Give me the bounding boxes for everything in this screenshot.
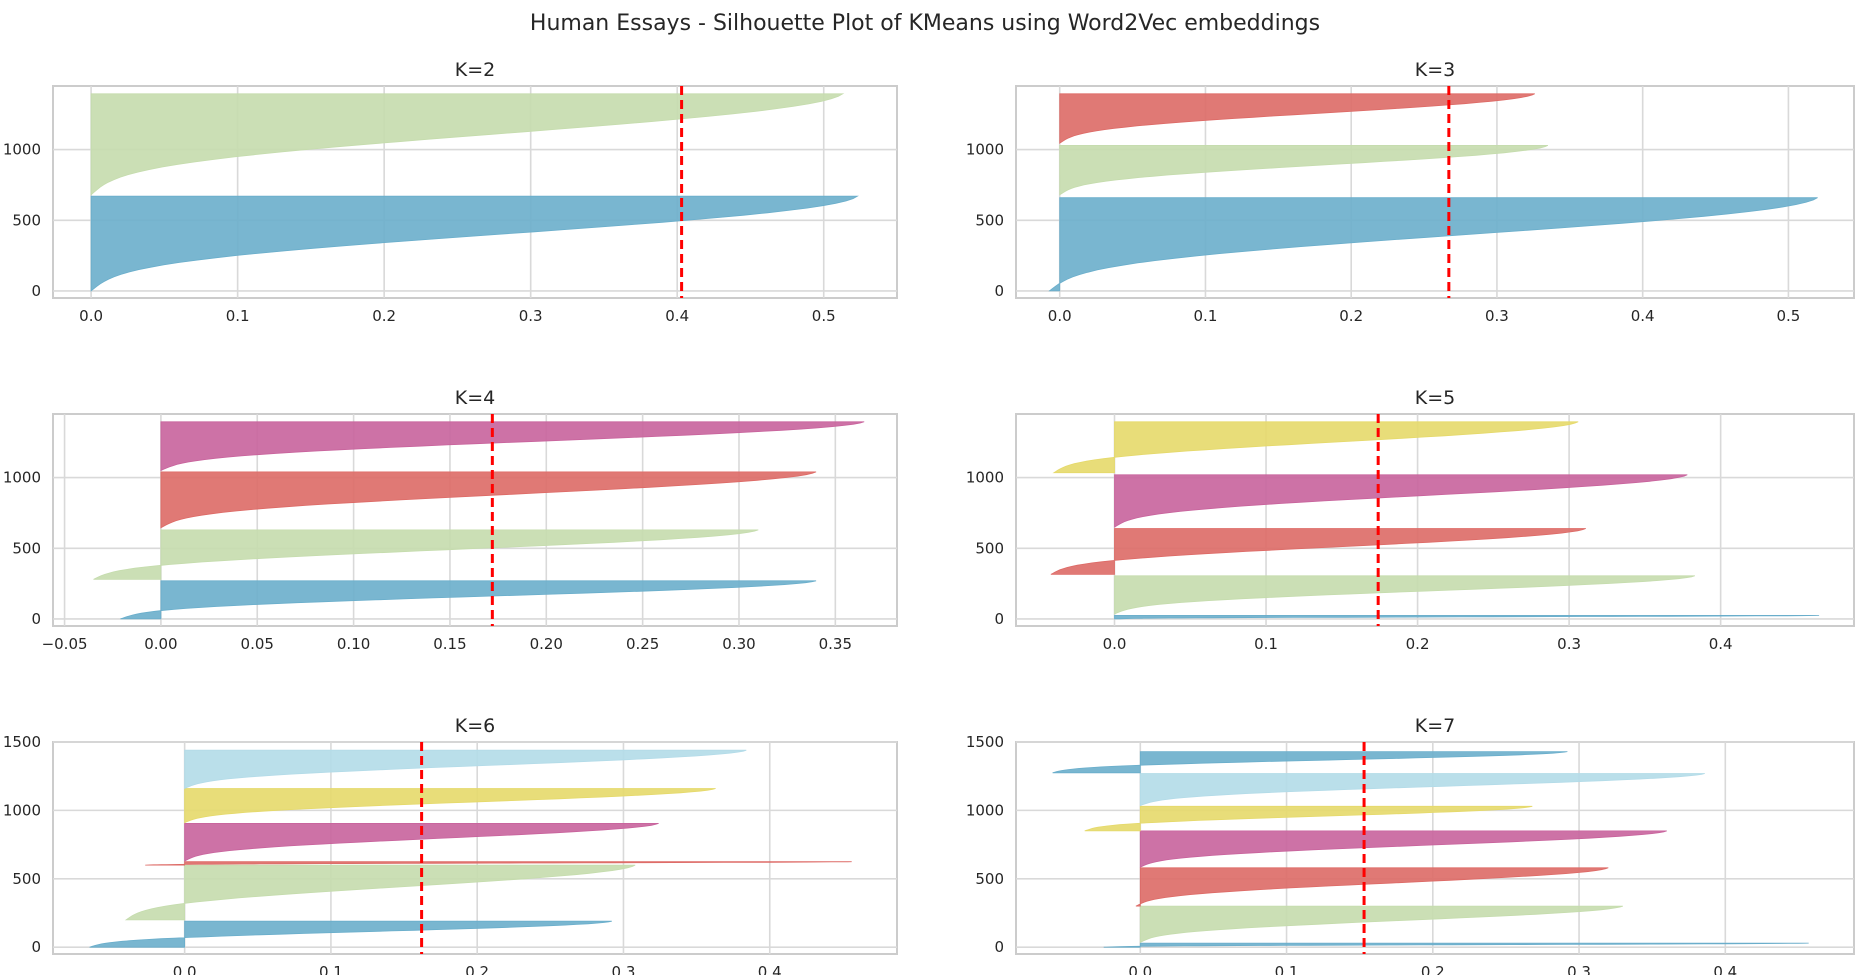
x-tick-label: 0.0 bbox=[1048, 307, 1072, 325]
x-tick-label: 0.3 bbox=[1485, 307, 1509, 325]
subplot-k7: K=7 0.0 0.1 0.2 0.3 0.4 0 500 1000 1500 bbox=[966, 715, 1855, 975]
y-tick-label: 0 bbox=[31, 610, 41, 628]
y-tick-label: 0 bbox=[994, 610, 1004, 628]
x-tick-label: 0.35 bbox=[819, 635, 852, 653]
cluster-band-2 bbox=[124, 864, 636, 921]
x-tick-label: 0.3 bbox=[1557, 635, 1581, 653]
cluster-band-3 bbox=[145, 861, 852, 866]
x-tick-label: 0.3 bbox=[612, 963, 636, 975]
subplot-title: K=7 bbox=[1415, 715, 1455, 737]
x-tick-label: 0.4 bbox=[758, 963, 782, 975]
x-tick-label: 0.3 bbox=[519, 307, 543, 325]
cluster-band-3 bbox=[1059, 93, 1535, 144]
cluster-band-2 bbox=[1139, 905, 1624, 944]
y-tick-label: 500 bbox=[975, 211, 1004, 229]
x-tick-label: 0.15 bbox=[433, 635, 466, 653]
y-tick-label: 1000 bbox=[966, 801, 1004, 819]
x-tick-label: 0.5 bbox=[812, 307, 836, 325]
x-tick-label: 0.1 bbox=[1254, 635, 1278, 653]
cluster-band-1 bbox=[1114, 615, 1820, 620]
x-tick-label: 0.2 bbox=[1421, 963, 1445, 975]
x-tick-label: 0.1 bbox=[226, 307, 250, 325]
cluster-band-4 bbox=[1139, 830, 1667, 868]
subplots-grid: K=2 0.0 0.1 0.2 0.3 0.4 0.5 0 500 1000 K=3 0.0 0.1 0.… bbox=[3, 59, 1855, 975]
y-tick-label: 500 bbox=[12, 870, 41, 888]
cluster-band-2 bbox=[90, 93, 845, 196]
x-tick-label: 0.1 bbox=[319, 963, 343, 975]
x-tick-label: 0.5 bbox=[1776, 307, 1800, 325]
cluster-band-3 bbox=[160, 471, 817, 529]
y-tick-label: 1000 bbox=[966, 141, 1004, 159]
x-tick-label: 0.1 bbox=[1194, 307, 1218, 325]
x-tick-label: 0.2 bbox=[1406, 635, 1430, 653]
x-tick-label: 0.0 bbox=[1128, 963, 1152, 975]
x-tick-label: 0.2 bbox=[465, 963, 489, 975]
x-tick-label: 0.05 bbox=[241, 635, 274, 653]
x-tick-label: 0.4 bbox=[1631, 307, 1655, 325]
y-tick-label: 500 bbox=[975, 870, 1004, 888]
y-tick-label: 1000 bbox=[3, 141, 41, 159]
y-tick-label: 0 bbox=[994, 282, 1004, 300]
cluster-band-6 bbox=[184, 749, 747, 790]
y-tick-label: 1000 bbox=[3, 469, 41, 487]
x-tick-label: 0.20 bbox=[530, 635, 563, 653]
subplot-k5: K=5 0.0 0.1 0.2 0.3 0.4 0 500 1000 bbox=[966, 387, 1855, 653]
cluster-band-5 bbox=[184, 788, 716, 824]
subplot-title: K=3 bbox=[1415, 59, 1455, 81]
cluster-band-3 bbox=[1135, 867, 1609, 907]
cluster-band-1 bbox=[89, 920, 612, 948]
cluster-band-4 bbox=[184, 823, 659, 862]
x-tick-label: 0.1 bbox=[1275, 963, 1299, 975]
x-tick-label: 0.4 bbox=[1713, 963, 1737, 975]
x-tick-label: 0.25 bbox=[626, 635, 659, 653]
cluster-band-1 bbox=[1048, 197, 1818, 292]
x-tick-label: 0.0 bbox=[79, 307, 103, 325]
y-tick-label: 500 bbox=[975, 539, 1004, 557]
cluster-band-4 bbox=[160, 421, 865, 472]
x-tick-label: 0.4 bbox=[1709, 635, 1733, 653]
y-tick-label: 0 bbox=[31, 282, 41, 300]
subplot-title: K=4 bbox=[455, 387, 495, 409]
x-tick-label: 0.0 bbox=[1103, 635, 1127, 653]
y-tick-label: 1500 bbox=[3, 733, 41, 751]
y-tick-label: 1500 bbox=[966, 733, 1004, 751]
cluster-band-4 bbox=[1114, 474, 1688, 528]
y-tick-label: 0 bbox=[994, 938, 1004, 956]
x-tick-label: 0.0 bbox=[173, 963, 197, 975]
subplot-title: K=6 bbox=[455, 715, 495, 737]
x-tick-label: −0.05 bbox=[42, 635, 88, 653]
cluster-band-5 bbox=[1084, 805, 1533, 832]
subplot-title: K=2 bbox=[455, 59, 495, 81]
x-tick-label: 0.10 bbox=[337, 635, 370, 653]
figure-title: Human Essays - Silhouette Plot of KMeans… bbox=[530, 11, 1320, 36]
y-tick-label: 0 bbox=[31, 938, 41, 956]
cluster-band-1 bbox=[1103, 942, 1809, 948]
cluster-band-2 bbox=[1059, 145, 1549, 196]
cluster-band-2 bbox=[93, 529, 759, 580]
x-tick-label: 0.2 bbox=[1339, 307, 1363, 325]
subplot-k3: K=3 0.0 0.1 0.2 0.3 0.4 0.5 0 500 1000 bbox=[966, 59, 1855, 325]
x-tick-label: 0.3 bbox=[1567, 963, 1591, 975]
y-tick-label: 1000 bbox=[966, 469, 1004, 487]
x-tick-label: 0.2 bbox=[372, 307, 396, 325]
cluster-band-5 bbox=[1052, 421, 1579, 474]
x-tick-label: 0.4 bbox=[665, 307, 689, 325]
cluster-band-1 bbox=[120, 580, 817, 620]
cluster-band-6 bbox=[1139, 773, 1705, 807]
cluster-band-1 bbox=[90, 195, 859, 292]
x-tick-label: 0.30 bbox=[722, 635, 755, 653]
y-tick-label: 1000 bbox=[3, 801, 41, 819]
cluster-band-7 bbox=[1052, 751, 1568, 774]
x-tick-label: 0.00 bbox=[144, 635, 177, 653]
subplot-k4: K=4 −0.05 0.00 0.05 0.10 0.15 0.20 0.25 0.30 0.35… bbox=[3, 387, 898, 653]
subplot-title: K=5 bbox=[1415, 387, 1455, 409]
cluster-band-2 bbox=[1114, 575, 1696, 615]
subplot-k6: K=6 0.0 0.1 0.2 0.3 0.4 0 500 1000 1500 bbox=[3, 715, 898, 975]
subplot-k2: K=2 0.0 0.1 0.2 0.3 0.4 0.5 0 500 1000 bbox=[3, 59, 898, 325]
y-tick-label: 500 bbox=[12, 539, 41, 557]
cluster-band-3 bbox=[1050, 528, 1586, 575]
y-tick-label: 500 bbox=[12, 211, 41, 229]
